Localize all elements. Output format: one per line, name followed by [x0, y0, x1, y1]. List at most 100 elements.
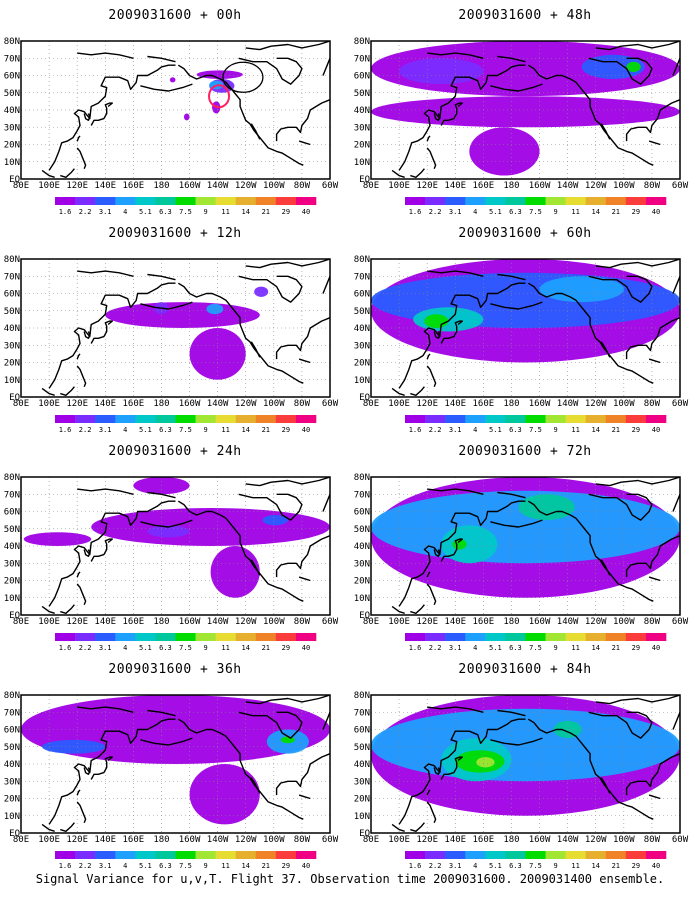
x-tick-label: 180	[153, 617, 169, 627]
map-chart: 80E 100E 120E 140E 160E 180 160W 140W 120W 100W 80…	[354, 37, 689, 216]
coastline	[60, 604, 75, 614]
color-bar-label: 7.5	[529, 208, 542, 216]
coastline	[48, 718, 176, 825]
y-tick-label: 70N	[354, 490, 370, 500]
color-swatch	[255, 415, 277, 423]
x-tick-label: 160W	[179, 617, 201, 627]
color-bar-label: 4	[123, 644, 127, 652]
coastline	[433, 767, 441, 775]
map-frame	[370, 694, 681, 834]
color-swatch	[115, 197, 136, 205]
x-tick-label: 140E	[94, 617, 116, 627]
panel-84h: 2009031600 + 84h 80E 100E 120E 140E 160E 180 1…	[350, 654, 700, 872]
coastline	[41, 823, 55, 832]
y-tick-label: 80N	[354, 691, 370, 701]
coastline	[527, 500, 654, 602]
y-tick-label: 10N	[354, 594, 370, 604]
coastline	[625, 535, 680, 578]
color-swatch	[115, 633, 136, 641]
color-swatch	[625, 197, 647, 205]
coastline	[410, 386, 425, 396]
coastline	[426, 147, 437, 169]
coastline	[322, 494, 330, 512]
y-tick-label: 30N	[4, 559, 20, 569]
coastline	[147, 709, 176, 717]
x-tick-label: 120W	[235, 399, 257, 409]
y-tick-label: 10N	[4, 376, 20, 386]
color-bar-label: 1.6	[409, 862, 422, 870]
color-bar-label: 7.5	[529, 862, 542, 870]
color-bar-label: 2.2	[429, 862, 442, 870]
variance-region	[91, 508, 330, 547]
color-swatch	[135, 197, 156, 205]
color-swatch	[75, 633, 96, 641]
y-tick-label: 60N	[354, 508, 370, 518]
coastline	[490, 301, 543, 310]
coastline	[600, 777, 611, 794]
coastline	[588, 711, 653, 739]
color-bar-label: 29	[632, 862, 640, 870]
coastline	[275, 99, 330, 142]
color-bar-label: 7.5	[179, 862, 192, 870]
coastline	[398, 282, 526, 389]
x-tick-label: 160E	[473, 181, 495, 191]
variance-region	[626, 61, 641, 73]
color-swatch	[585, 851, 607, 859]
color-bar-label: 4	[123, 426, 127, 434]
coastline	[497, 709, 526, 717]
map-frame	[370, 476, 681, 616]
color-bar-label: 6.3	[159, 862, 172, 870]
coastline	[48, 282, 176, 389]
coastline	[426, 789, 431, 796]
coastline	[238, 493, 303, 521]
color-bar-label: 21	[612, 426, 620, 434]
x-tick-label: 160W	[179, 835, 201, 845]
x-tick-label: 80W	[294, 181, 311, 191]
coastline	[41, 605, 55, 614]
map-chart: 80E 100E 120E 140E 160E 180 160W 140W 120W 100W 80…	[4, 255, 339, 434]
x-tick-label: 160E	[123, 617, 145, 627]
color-swatch	[525, 633, 546, 641]
grid-lines	[371, 259, 680, 397]
panel-24h: 2009031600 + 24h 80E 100E 120E 140E 160E 180 1…	[0, 436, 350, 654]
color-swatch	[565, 197, 586, 205]
color-swatch	[235, 633, 257, 641]
coastline	[76, 135, 81, 142]
color-bar-label: 29	[632, 208, 640, 216]
coastline	[238, 57, 303, 85]
color-swatch	[155, 633, 176, 641]
color-bar: 1.6 2.2 3.1 4 5.1 6.3 7.5 9 11 14 21 29 40	[55, 415, 317, 434]
color-swatch	[485, 633, 506, 641]
color-swatch	[645, 415, 667, 423]
coastline	[391, 823, 405, 832]
y-tick-label: 30N	[354, 777, 370, 787]
variance-region	[23, 532, 92, 546]
x-tick-label: 120W	[235, 617, 257, 627]
color-swatch	[405, 415, 426, 423]
y-tick-label: 60N	[4, 726, 20, 736]
coastlines	[391, 259, 680, 396]
x-tick-label: 120E	[416, 399, 438, 409]
map-chart: 80E 100E 120E 140E 160E 180 160W 140W 120W 100W 80…	[4, 691, 339, 870]
color-swatch	[95, 197, 116, 205]
color-swatch	[295, 197, 317, 205]
color-bar-label: 40	[652, 644, 660, 652]
color-bar-label: 9	[203, 644, 207, 652]
color-bar-label: 11	[221, 426, 229, 434]
coastline	[41, 387, 55, 396]
x-tick-label: 80E	[13, 399, 29, 409]
color-bar-label: 11	[221, 862, 229, 870]
coastline	[77, 706, 134, 713]
coastline	[250, 559, 261, 576]
coastline	[90, 320, 113, 344]
coastline	[90, 538, 113, 562]
color-bar-label: 3.1	[449, 644, 462, 652]
color-bar-label: 6.3	[509, 208, 522, 216]
color-bar-label: 14	[242, 644, 250, 652]
x-tick-label: 80W	[294, 617, 311, 627]
y-tick-label: 50N	[4, 307, 20, 317]
x-tick-label: 180	[503, 835, 519, 845]
y-tick-label: EQ	[9, 175, 20, 185]
color-bar-label: 21	[262, 426, 270, 434]
color-swatch	[445, 197, 466, 205]
